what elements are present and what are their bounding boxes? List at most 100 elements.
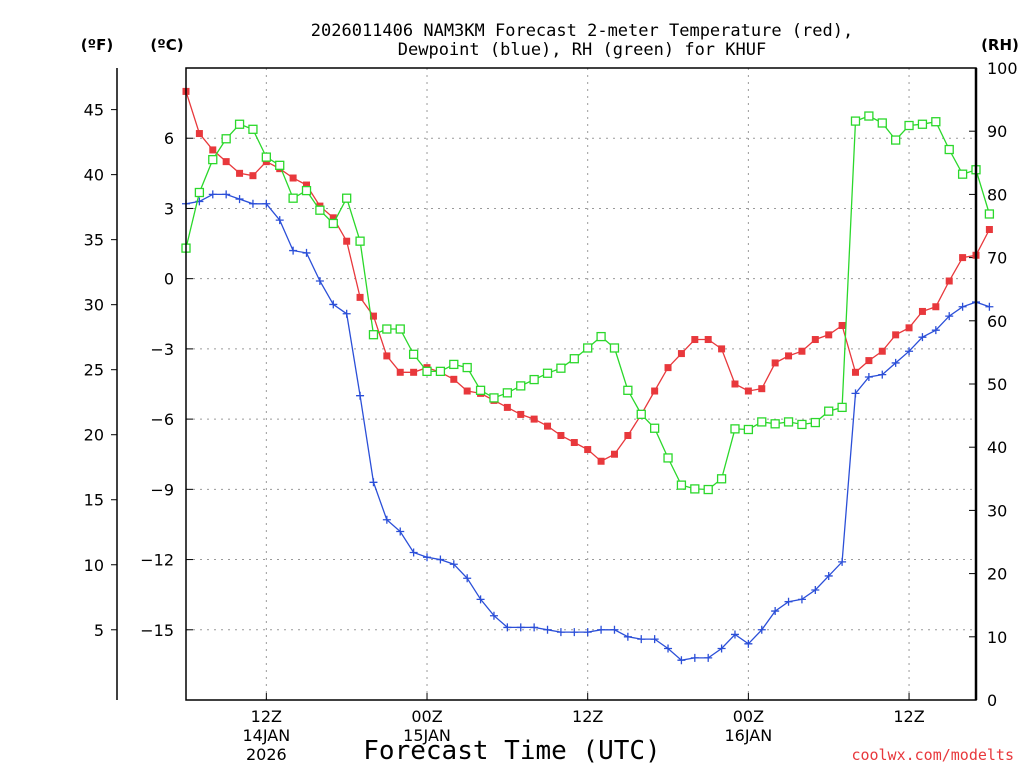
data-point xyxy=(529,374,539,385)
rh-tick-label: 90 xyxy=(987,122,1007,141)
rh-tick-label: 40 xyxy=(987,438,1007,457)
rh-tick-label: 70 xyxy=(987,249,1007,268)
data-point xyxy=(865,357,873,365)
data-point xyxy=(408,349,419,359)
data-point xyxy=(543,625,552,634)
data-point xyxy=(382,515,391,524)
data-point xyxy=(475,385,486,395)
data-point xyxy=(757,417,767,427)
data-point xyxy=(342,309,351,318)
data-point xyxy=(651,387,659,395)
data-point xyxy=(356,391,365,400)
data-point xyxy=(356,293,364,301)
data-point xyxy=(825,331,833,339)
data-point xyxy=(985,226,993,234)
data-point xyxy=(944,144,954,155)
data-point xyxy=(489,393,499,403)
data-point xyxy=(302,248,311,257)
data-point xyxy=(502,388,513,398)
fahrenheit-tick-label: 15 xyxy=(84,491,104,510)
data-point xyxy=(837,402,847,413)
data-point xyxy=(221,134,231,144)
data-point xyxy=(783,417,794,427)
data-point xyxy=(905,324,913,332)
rh-tick-label: 10 xyxy=(987,628,1007,647)
rh-tick-label: 80 xyxy=(987,185,1007,204)
data-point xyxy=(342,193,352,203)
data-point xyxy=(262,199,271,208)
data-point xyxy=(557,431,565,439)
data-point xyxy=(409,548,418,557)
data-point xyxy=(463,387,471,395)
data-point xyxy=(303,181,311,189)
data-point xyxy=(396,527,405,536)
celsius-tick-label: −15 xyxy=(140,621,174,640)
data-point xyxy=(824,571,833,580)
data-point xyxy=(583,343,593,353)
data-point xyxy=(637,635,646,644)
data-point xyxy=(958,302,967,311)
celsius-tick-label: −12 xyxy=(140,551,174,570)
fahrenheit-tick-label: 25 xyxy=(84,361,104,380)
data-point xyxy=(824,406,834,416)
rh-units-label: (RH) xyxy=(981,36,1019,54)
data-point xyxy=(704,653,713,662)
data-point xyxy=(503,403,511,411)
rh-tick-label: 60 xyxy=(987,312,1007,331)
data-point xyxy=(932,303,940,311)
data-point xyxy=(945,277,953,285)
data-point xyxy=(664,644,673,653)
data-point xyxy=(449,560,458,569)
celsius-tick-label: −6 xyxy=(150,410,174,429)
credit-text: coolwx.com/modelts xyxy=(851,746,1014,764)
fahrenheit-tick-label: 45 xyxy=(84,101,104,120)
data-point xyxy=(556,628,565,637)
data-point xyxy=(569,354,579,364)
celsius-tick-label: 6 xyxy=(164,129,174,148)
data-point xyxy=(489,611,498,620)
data-point xyxy=(463,574,472,583)
plot-frame xyxy=(185,67,977,701)
data-point xyxy=(369,478,378,487)
data-point xyxy=(677,350,685,358)
data-series xyxy=(181,87,995,665)
chart-title-line-1: 2026011406 NAM3KM Forecast 2-meter Tempe… xyxy=(311,21,853,41)
data-point xyxy=(289,246,298,255)
data-point xyxy=(530,623,539,632)
data-point xyxy=(878,347,886,355)
data-point xyxy=(369,312,377,320)
data-point xyxy=(450,375,458,383)
data-point xyxy=(234,119,245,129)
data-point xyxy=(810,417,820,428)
data-point xyxy=(383,352,391,360)
data-point xyxy=(195,130,203,138)
data-point xyxy=(248,124,258,134)
fahrenheit-tick-label: 40 xyxy=(84,166,104,185)
data-point xyxy=(516,381,526,391)
data-point xyxy=(877,118,887,128)
data-point xyxy=(851,368,859,376)
data-point xyxy=(797,419,807,430)
x-tick-label-time: 00Z xyxy=(411,707,442,726)
data-point xyxy=(194,187,205,198)
data-point xyxy=(891,135,901,145)
data-point xyxy=(716,474,727,484)
x-tick-label-time: 12Z xyxy=(572,707,603,726)
data-point xyxy=(609,343,620,353)
rh-tick-label: 20 xyxy=(987,565,1007,584)
data-point xyxy=(422,366,432,377)
data-point xyxy=(731,380,739,388)
series-temperature xyxy=(182,87,993,465)
data-point xyxy=(743,424,754,435)
fahrenheit-tick-label: 30 xyxy=(84,296,104,315)
data-point xyxy=(917,119,928,129)
data-point xyxy=(838,557,847,566)
data-point xyxy=(449,359,459,370)
rh-tick-label: 50 xyxy=(987,375,1007,394)
data-point xyxy=(770,419,780,429)
x-tick-label-date: 16JAN xyxy=(725,726,773,745)
data-point xyxy=(703,484,713,495)
data-point xyxy=(623,385,633,395)
celsius-tick-label: −9 xyxy=(150,480,174,499)
data-point xyxy=(275,216,284,225)
